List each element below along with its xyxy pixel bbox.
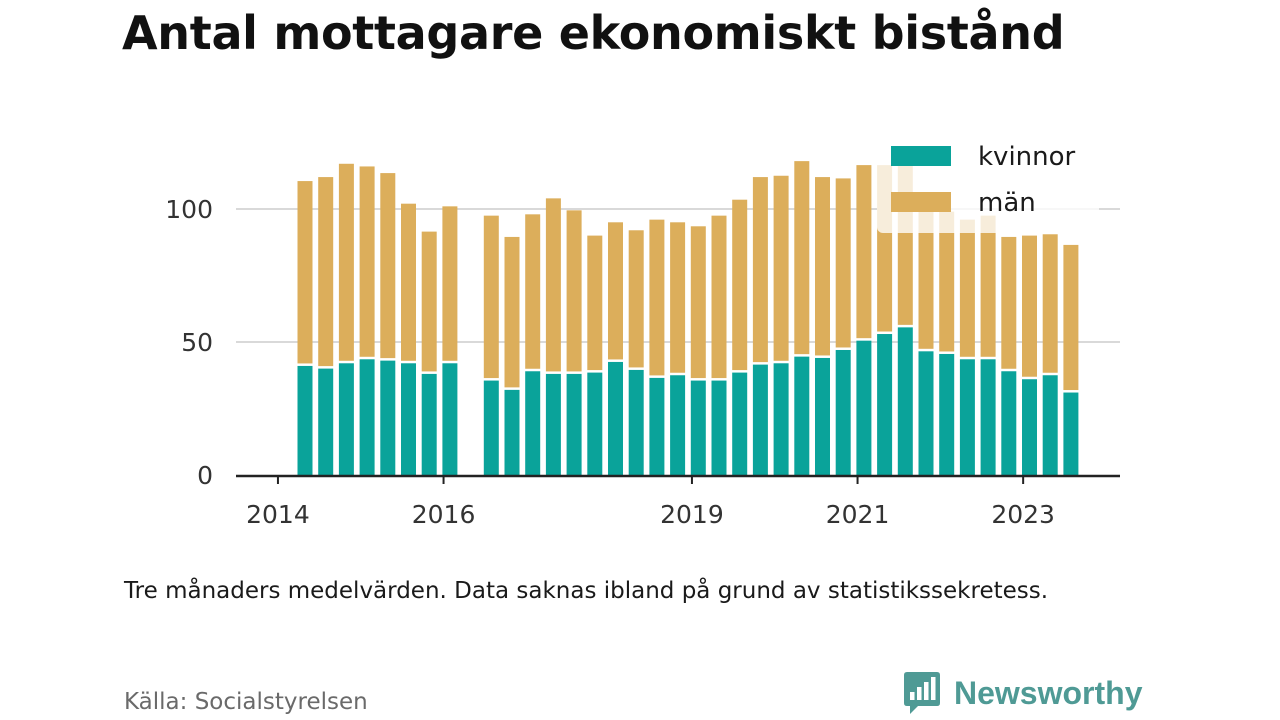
bar-kvinnor — [649, 377, 665, 475]
brand-name: Newsworthy — [954, 674, 1143, 711]
bar-man — [1063, 244, 1079, 391]
legend-swatch — [891, 192, 951, 212]
x-tick-label: 2023 — [991, 500, 1055, 529]
x-tick-label: 2021 — [826, 500, 890, 529]
y-tick-label: 0 — [197, 461, 213, 490]
bar-kvinnor — [752, 364, 768, 475]
bar-kvinnor — [711, 380, 727, 475]
bar-man — [338, 163, 354, 361]
source-label: Källa: Socialstyrelsen — [124, 689, 368, 715]
bar-man — [1001, 236, 1017, 369]
bar-kvinnor — [835, 349, 851, 475]
bar-kvinnor — [918, 351, 934, 475]
newsworthy-logo-icon — [904, 672, 940, 714]
legend-label: män — [978, 188, 1036, 218]
bar-kvinnor — [959, 359, 975, 475]
bar-kvinnor — [297, 365, 313, 475]
bar-kvinnor — [1042, 375, 1058, 475]
bar-kvinnor — [525, 371, 541, 475]
bar-man — [566, 210, 582, 372]
bar-kvinnor — [980, 359, 996, 475]
bar-kvinnor — [318, 368, 334, 475]
y-tick-label: 50 — [181, 328, 213, 357]
bar-kvinnor — [815, 357, 830, 475]
bar-kvinnor — [856, 340, 872, 475]
bar-man — [359, 166, 375, 357]
bar-man — [670, 222, 686, 373]
bar-kvinnor — [670, 375, 686, 475]
bar-kvinnor — [401, 363, 416, 475]
bar-man — [711, 215, 727, 379]
bar-kvinnor — [1063, 392, 1079, 475]
bar-man — [442, 206, 458, 361]
bar-man — [401, 203, 416, 361]
legend-swatch — [891, 146, 951, 166]
x-tick-label: 2016 — [412, 500, 476, 529]
bar-man — [628, 230, 644, 368]
bars — [297, 161, 1079, 475]
bar-kvinnor — [442, 363, 458, 475]
bar-kvinnor — [483, 380, 499, 475]
bar-man — [421, 231, 437, 372]
bar-kvinnor — [877, 334, 893, 475]
bar-kvinnor — [359, 359, 375, 475]
bar-kvinnor — [690, 380, 706, 475]
legend-label: kvinnor — [978, 142, 1076, 172]
bar-man — [918, 210, 934, 349]
bar-man — [690, 226, 706, 379]
legend: kvinnor män — [877, 133, 1099, 233]
bar-kvinnor — [338, 363, 354, 475]
bar-kvinnor — [587, 372, 603, 475]
bar-man — [856, 165, 872, 339]
x-tick-label: 2014 — [246, 500, 310, 529]
y-tick-label: 100 — [165, 195, 213, 224]
chart-title: Antal mottagare ekonomiskt bistånd — [122, 6, 1065, 60]
bar-man — [1042, 234, 1058, 373]
bar-man — [318, 177, 334, 367]
bar-man — [773, 175, 789, 361]
x-tick-label: 2019 — [660, 500, 724, 529]
bar-man — [649, 219, 665, 376]
bar-man — [504, 236, 520, 388]
bar-man — [545, 198, 561, 372]
bar-kvinnor — [504, 389, 520, 475]
bar-kvinnor — [939, 353, 955, 475]
brand-logo[interactable]: Newsworthy — [902, 670, 1142, 716]
bar-man — [483, 215, 499, 379]
bar-man — [608, 222, 623, 360]
bar-kvinnor — [421, 373, 437, 475]
bar-man — [525, 214, 541, 369]
bar-man — [959, 219, 975, 357]
bar-man — [939, 211, 955, 352]
chart-note: Tre månaders medelvärden. Data saknas ib… — [124, 578, 1049, 604]
bar-kvinnor — [608, 361, 623, 475]
bar-kvinnor — [628, 369, 644, 475]
bar-man — [587, 235, 603, 371]
bar-man — [794, 161, 810, 355]
bar-man — [752, 177, 768, 363]
bar-kvinnor — [380, 360, 396, 475]
bar-kvinnor — [1022, 379, 1037, 475]
bar-man — [815, 177, 830, 356]
bar-kvinnor — [566, 373, 582, 475]
bar-man — [380, 173, 396, 359]
bar-kvinnor — [773, 363, 789, 475]
bar-kvinnor — [732, 372, 748, 475]
stacked-bar-chart: 0 50 100 2014 2016 2019 2021 2023 kvinnor män — [165, 133, 1120, 529]
bar-man — [297, 181, 313, 364]
bar-man — [980, 215, 996, 357]
axes: 0 50 100 2014 2016 2019 2021 2023 — [165, 195, 1120, 529]
bar-man — [1022, 235, 1037, 377]
bar-kvinnor — [897, 327, 913, 475]
bar-man — [835, 178, 851, 348]
bar-kvinnor — [1001, 371, 1017, 475]
bar-kvinnor — [794, 356, 810, 475]
bar-man — [732, 199, 748, 371]
bar-kvinnor — [545, 373, 561, 475]
